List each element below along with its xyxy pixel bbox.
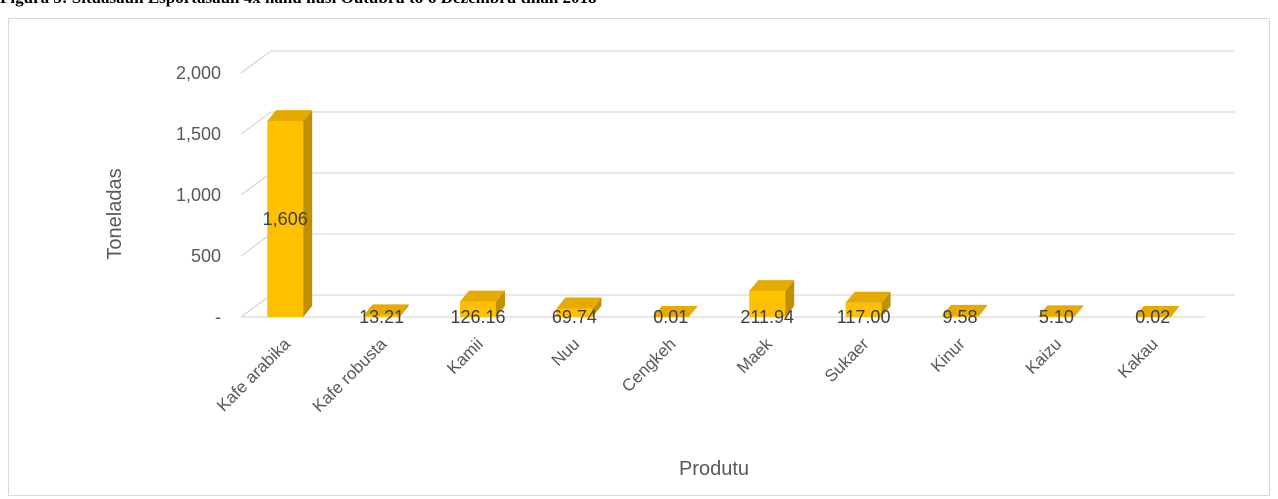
gridline-depth [240, 50, 272, 74]
figure-caption: Figura 5: Situasaun Esportasaun 4x hahu … [0, 0, 1278, 8]
bar-top [749, 280, 795, 292]
bar-top [1038, 305, 1084, 317]
bar-side [592, 297, 602, 317]
gridline-depth [240, 294, 272, 318]
x-axis-title: Produtu [679, 458, 749, 480]
bar-front [363, 315, 400, 317]
data-label: 117.00 [837, 307, 891, 327]
bar-side [1170, 305, 1180, 317]
x-tick-label: Kafe robusta [309, 334, 391, 416]
bar-chart: - 500 1,000 1,500 2,000 1,606 Kafe arabika 13.2… [104, 50, 1235, 480]
data-label: 211.94 [740, 307, 794, 327]
bar-side [688, 305, 698, 317]
bar-top [267, 110, 313, 122]
x-tick-label: Maek [733, 334, 776, 377]
bar-side [785, 280, 795, 317]
bar-side [978, 304, 987, 317]
x-tick-label: Nuu [548, 334, 583, 369]
x-tick-label: Kinur [927, 334, 969, 376]
x-tick-label: Kafe arabika [213, 334, 294, 415]
x-tick-label: Kamii [443, 334, 486, 377]
data-label: 13.21 [359, 307, 404, 327]
x-tick-label: Kaizu [1022, 334, 1066, 378]
data-label: 1,606 [263, 209, 308, 229]
bar-top [845, 291, 891, 303]
y-tick-label: 1,000 [176, 185, 221, 205]
bar-side [303, 110, 313, 318]
y-tick-label: 500 [191, 246, 221, 266]
bar-side [1074, 305, 1084, 317]
data-label: 69.74 [552, 307, 597, 327]
bar-top [556, 297, 602, 309]
bar-front [749, 291, 786, 317]
bar-side [496, 290, 505, 317]
x-tick-label: Sukaer [821, 334, 873, 386]
x-tick-label: Kakau [1114, 334, 1162, 382]
bar-top [1134, 305, 1180, 317]
bar-front [845, 302, 882, 317]
data-label: 126.16 [450, 307, 505, 327]
data-label: 5.10 [1039, 307, 1074, 327]
bar-front [460, 301, 496, 317]
y-tick-label: 2,000 [176, 63, 221, 83]
bar-top [363, 304, 409, 316]
bar-side [399, 304, 409, 317]
bar-front [267, 121, 304, 318]
gridline-depth [240, 233, 272, 257]
bar-top [460, 290, 505, 302]
bar-side [881, 291, 891, 317]
bar-top [652, 305, 698, 317]
data-label: 9.58 [942, 307, 977, 327]
gridline-depth [240, 111, 272, 135]
data-label: 0.02 [1135, 307, 1170, 327]
y-tick-label: - [215, 307, 221, 327]
data-label: 0.01 [653, 307, 688, 327]
chart-area: - 500 1,000 1,500 2,000 1,606 Kafe arabika 13.2… [8, 18, 1270, 496]
gridline-depth [240, 172, 272, 196]
x-tick-label: Cengkeh [618, 334, 680, 396]
y-tick-label: 1,500 [176, 124, 221, 144]
bar-front [942, 315, 978, 317]
bar-front [556, 308, 593, 317]
y-axis-title: Toneladas [104, 168, 126, 259]
bar-front [1038, 316, 1075, 317]
bar-top [942, 304, 987, 316]
